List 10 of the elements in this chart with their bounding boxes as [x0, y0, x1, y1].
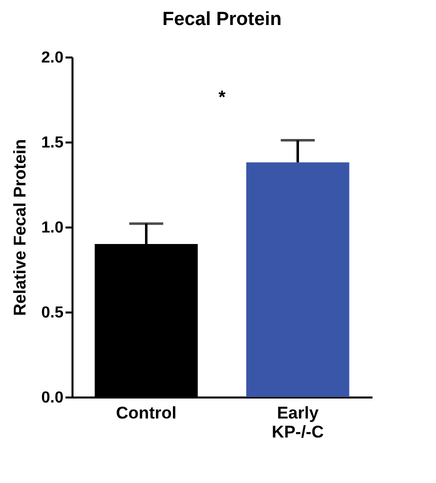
- x-tick-label: Control: [116, 404, 176, 422]
- chart-title: Fecal Protein: [162, 9, 282, 30]
- y-tick-label: 0.0: [41, 390, 64, 406]
- annotation: *: [218, 86, 226, 107]
- y-tick-label: 2.0: [41, 50, 64, 66]
- x-tick-label: Early KP-/-C: [272, 404, 324, 442]
- y-axis-title: Relative Fecal Protein: [10, 139, 30, 316]
- y-tick-label: 1.0: [41, 220, 64, 236]
- y-tick-label: 0.5: [41, 304, 64, 322]
- y-tick-label: 1.5: [41, 134, 64, 152]
